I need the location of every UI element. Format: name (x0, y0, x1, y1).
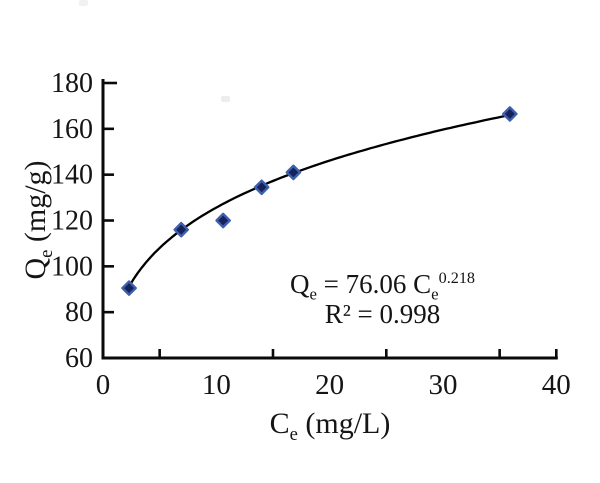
scatter-point (173, 221, 189, 238)
scan-artifact (79, 0, 88, 6)
x-tick-label: 0 (96, 369, 111, 401)
y-axis-units: (mg/g) (19, 160, 52, 250)
x-tick-label: 20 (315, 369, 344, 401)
fit-annotation: Qe = 76.06 Ce0.218 R² = 0.998 (240, 269, 525, 329)
y-axis-subscript: e (36, 249, 57, 258)
y-tick-label: 120 (51, 206, 93, 237)
fit-curve (128, 113, 511, 288)
y-tick-label: 60 (65, 343, 93, 374)
x-tick-label: 30 (428, 369, 457, 401)
y-tick-label: 80 (65, 297, 93, 328)
scatter-point (121, 280, 137, 296)
y-tick-label: 160 (51, 114, 93, 145)
scan-artifact (221, 96, 230, 102)
scatter-point (285, 164, 302, 181)
x-tick-label: 40 (542, 369, 571, 401)
fit-exponent: 0.218 (438, 269, 476, 287)
y-tick-label: 140 (51, 160, 93, 191)
scatter-point (502, 106, 518, 122)
x-axis-symbol: C (269, 407, 290, 440)
y-tick-label: 100 (51, 251, 93, 282)
scatter-point (253, 179, 270, 196)
fit-equation: Qe = 76.06 Ce0.218 (289, 269, 476, 304)
y-tick-label: 180 (51, 68, 93, 99)
r-squared-value: R² = 0.998 (324, 299, 441, 329)
x-axis-units: (mg/L) (297, 407, 391, 440)
x-axis-title: Ce (mg/L) (269, 407, 391, 444)
y-axis-symbol: Q (19, 257, 52, 280)
axes (101, 79, 558, 360)
x-tick-label: 10 (202, 369, 231, 401)
scatter-point (215, 212, 231, 229)
y-axis-title: Qe (mg/g) (19, 160, 57, 280)
x-axis-subscript: e (289, 424, 298, 445)
